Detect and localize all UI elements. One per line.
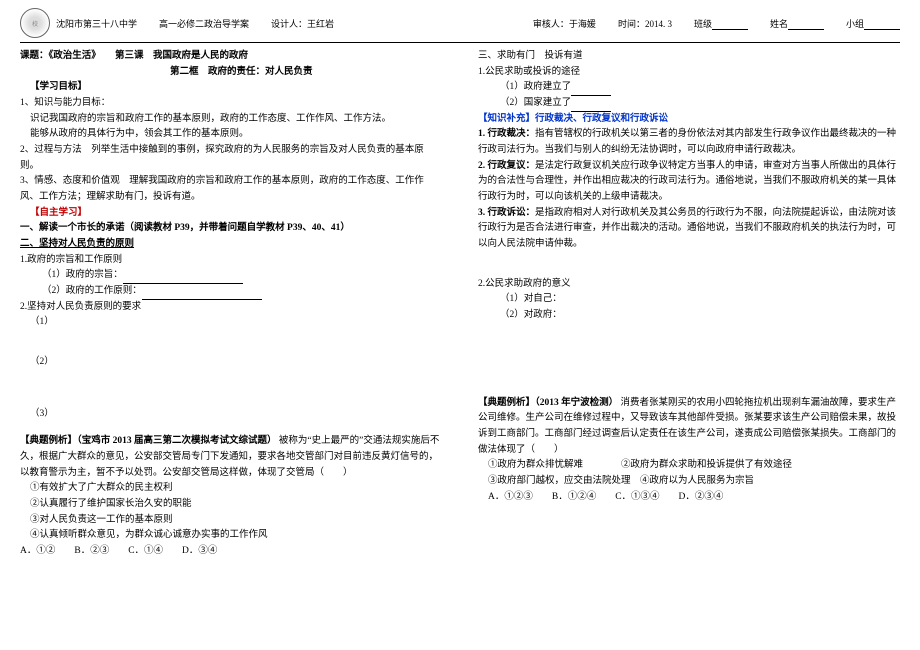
k2-label: 2. 行政复议： <box>478 161 535 171</box>
left-opt-4: ④认真倾听群众意见，为群众诚心诚意办实事的工作作风 <box>20 528 442 544</box>
spacer-r5 <box>478 348 900 360</box>
knowledge-label: 【知识补充】行政裁决、行政复议和行政诉讼 <box>478 112 900 128</box>
left-column: 课题：《政治生活》 第三课 我国政府是人民的政府 第二框 政府的责任：对人民负责… <box>20 49 442 642</box>
s2-2a: （1） <box>20 315 442 331</box>
class-field: 班级 <box>694 17 748 30</box>
right-opt-row2: ③政府部门越权，应交由法院处理 ④政府以为人民服务为宗旨 <box>478 474 900 490</box>
left-answer-line: A．①② B．②③ C．①④ D．③④ <box>20 544 442 560</box>
left-opt-2: ②认真履行了维护国家长治久安的职能 <box>20 497 442 513</box>
page-header: 校 沈阳市第三十八中学 高一必修二政治导学案 设计人：王红岩 审核人：于海媛 时… <box>20 8 900 43</box>
spacer-r2 <box>478 265 900 277</box>
k3-label: 3. 行政诉讼： <box>478 208 535 218</box>
spacer-r4 <box>478 336 900 348</box>
header-right-group: 审核人：于海媛 时间：2014. 3 班级 姓名 小组 <box>533 17 900 30</box>
section-2: 二、坚持对人民负责的原则 <box>20 237 442 253</box>
spacer-1 <box>20 331 442 343</box>
s2-1: 1.政府的宗旨和工作原则 <box>20 253 442 269</box>
r1-1: 1.公民求助或投诉的途径 <box>478 65 900 81</box>
s2-2: 2.坚持对人民负责原则的要求 <box>20 300 442 316</box>
self-study-label: 【自主学习】 <box>20 206 442 222</box>
r1-1a-line: （1）政府建立了 <box>478 80 900 96</box>
s2-1b-line: （2）政府的工作原则： <box>20 284 442 300</box>
k3-body: 是指政府相对人对行政机关及其公务员的行政行为不服，向法院提起诉讼，由法院对该行政… <box>478 208 896 249</box>
right-exam: 【典题例析】（2013 年宁波检测） 消费者张某刚买的农用小四轮拖拉机出现刹车漏… <box>478 396 900 459</box>
right-opt-row1: ①政府为群众排忧解难 ②政府为群众求助和投诉提供了有效途径 <box>478 458 900 474</box>
page-root: 校 沈阳市第三十八中学 高一必修二政治导学案 设计人：王红岩 审核人：于海媛 时… <box>0 0 920 650</box>
left-exam-label: 【典题例析】（宝鸡市 2013 届高三第二次模拟考试文综试题） <box>20 436 277 446</box>
goal-2: 2、过程与方法 列举生活中接触到的事例，探究政府的为人民服务的宗旨及对人民负责的… <box>20 143 442 174</box>
r1: 三、求助有门 投诉有道 <box>478 49 900 65</box>
spacer-r1 <box>478 253 900 265</box>
section-1: 一、解读一个市长的承诺（阅读教材 P39，并带着问题自学教材 P39、40、41… <box>20 221 442 237</box>
group-blank <box>864 19 900 30</box>
k2: 2. 行政复议：是法定行政复议机关应行政争议特定方当事人的申请，审查对方当事人所… <box>478 159 900 206</box>
spacer-r6 <box>478 360 900 372</box>
left-opt-3: ③对人民负责这一工作的基本原则 <box>20 513 442 529</box>
k2-body: 是法定行政复议机关应行政争议特定方当事人的申请，审查对方当事人所做出的具体行为的… <box>478 161 896 202</box>
k3: 3. 行政诉讼：是指政府相对人对行政机关及其公务员的行政行为不服，向法院提起诉讼… <box>478 206 900 253</box>
left-exam: 【典题例析】（宝鸡市 2013 届高三第二次模拟考试文综试题） 被称为“史上最严… <box>20 434 442 481</box>
blank-yuanze <box>142 299 262 300</box>
spacer-3 <box>20 371 442 383</box>
goal-3: 3、情感、态度和价值观 理解我国政府的宗旨和政府工作的基本原则，政府的工作态度、… <box>20 174 442 205</box>
s2-2b: （2） <box>20 355 442 371</box>
course-name: 高一必修二政治导学案 <box>159 17 249 30</box>
goal-1a: 识记我国政府的宗旨和政府工作的基本原则，政府的工作态度、工作作风、工作方法。 <box>20 112 442 128</box>
k1-body: 指有管辖权的行政机关以第三者的身份依法对其内部发生行政争议作出最终裁决的一种行政… <box>478 129 896 155</box>
topic-title: 课题：《政治生活》 第三课 我国政府是人民的政府 <box>20 49 442 65</box>
school-logo: 校 <box>20 8 50 38</box>
k1: 1. 行政裁决：指有管辖权的行政机关以第三者的身份依法对其内部发生行政争议作出最… <box>478 127 900 158</box>
designer-label: 设计人：王红岩 <box>271 17 334 30</box>
r2a: （1）对自己： <box>478 292 900 308</box>
r2b: （2）对政府： <box>478 308 900 324</box>
spacer-2 <box>20 343 442 355</box>
spacer-4 <box>20 383 442 395</box>
right-answer-line: A．①②③ B．①②④ C．①③④ D．②③④ <box>478 490 900 506</box>
reviewer-label: 审核人：于海媛 <box>533 17 596 30</box>
spacer-6 <box>20 422 442 434</box>
goal-1b: 能够从政府的具体行为中，领会其工作的基本原则。 <box>20 127 442 143</box>
right-column: 三、求助有门 投诉有道 1.公民求助或投诉的途径 （1）政府建立了 （2）国家建… <box>478 49 900 642</box>
r1-1b-line: （2）国家建立了 <box>478 96 900 112</box>
spacer-5 <box>20 395 442 407</box>
sub-topic: 第二框 政府的责任：对人民负责 <box>20 65 442 81</box>
group-field: 小组 <box>846 17 900 30</box>
name-blank <box>788 19 824 30</box>
left-opt-1: ①有效扩大了广大群众的民主权利 <box>20 481 442 497</box>
spacer-r8 <box>478 384 900 396</box>
header-left-group: 沈阳市第三十八中学 高一必修二政治导学案 设计人：王红岩 <box>56 17 533 30</box>
k1-label: 1. 行政裁决： <box>478 129 535 139</box>
spacer-r3 <box>478 324 900 336</box>
time-label: 时间：2014. 3 <box>618 17 672 30</box>
goals-label: 【学习目标】 <box>20 80 442 96</box>
spacer-r7 <box>478 372 900 384</box>
school-name: 沈阳市第三十八中学 <box>56 17 137 30</box>
s2-2c: （3） <box>20 407 442 423</box>
right-exam-label: 【典题例析】（2013 年宁波检测） <box>478 398 618 408</box>
s2-1a-line: （1）政府的宗旨： <box>20 268 442 284</box>
class-blank <box>712 19 748 30</box>
goal-1: 1、知识与能力目标： <box>20 96 442 112</box>
r2: 2.公民求助政府的意义 <box>478 277 900 293</box>
name-field: 姓名 <box>770 17 824 30</box>
content-columns: 课题：《政治生活》 第三课 我国政府是人民的政府 第二框 政府的责任：对人民负责… <box>20 49 900 642</box>
